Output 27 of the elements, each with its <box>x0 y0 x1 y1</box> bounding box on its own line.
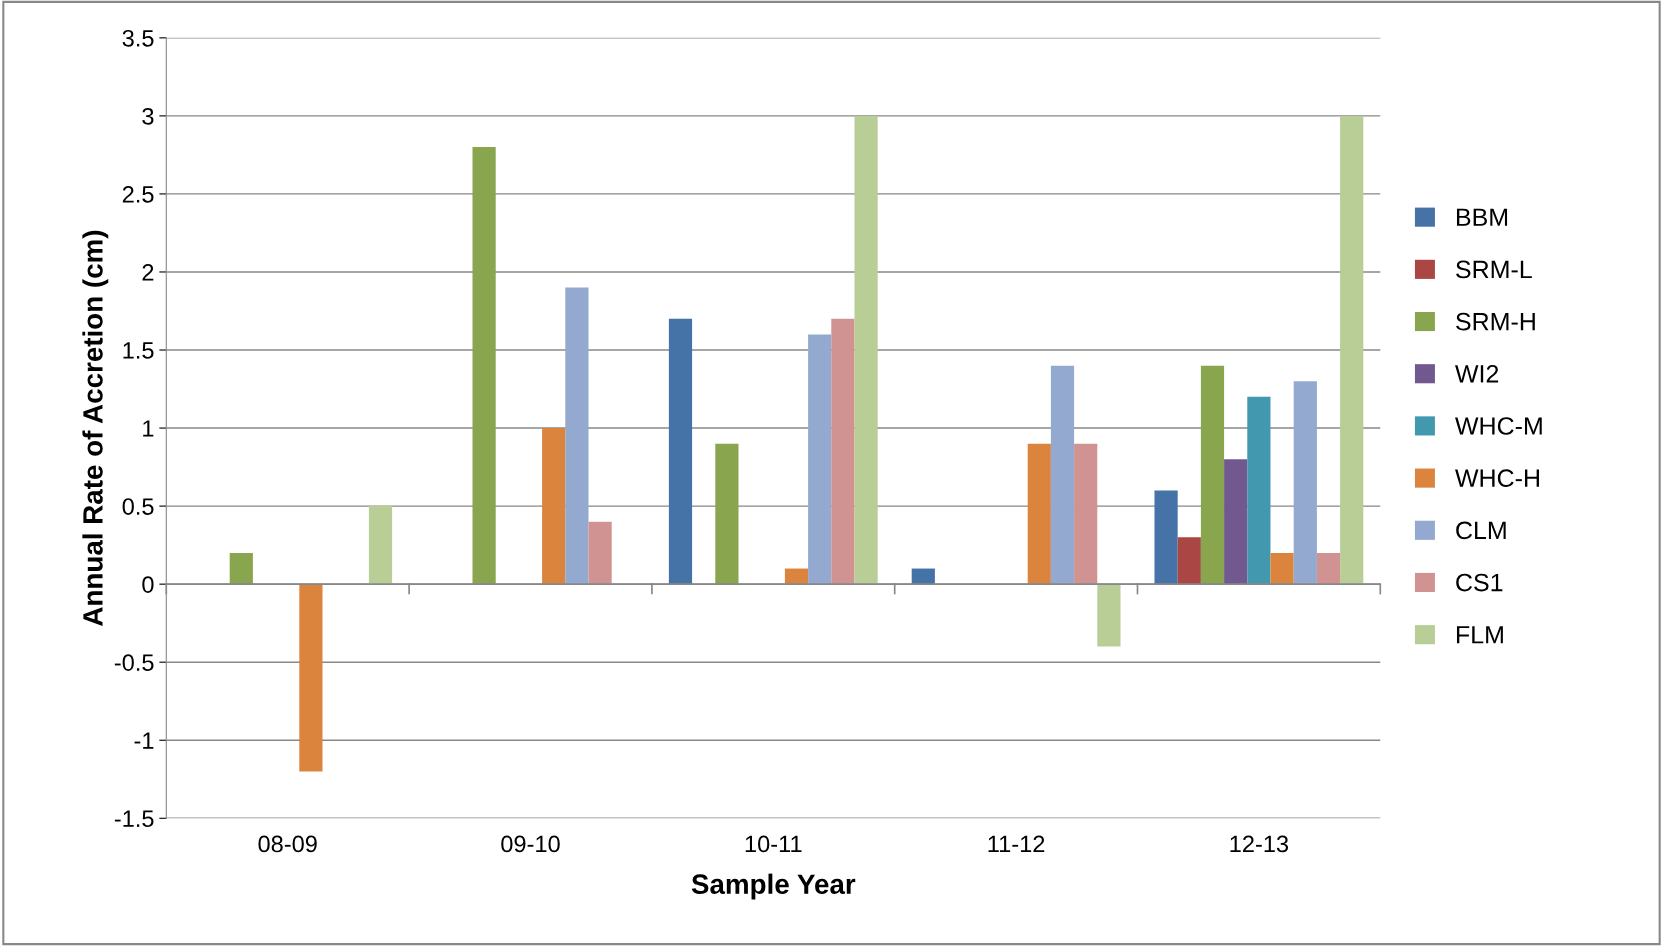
legend-label: SRM-L <box>1456 260 1532 279</box>
y-tick-label: 0 <box>142 576 154 593</box>
x-tick-label: 11-12 <box>988 835 1045 853</box>
y-tick-label: 1 <box>143 420 154 437</box>
legend-label: FLM <box>1456 626 1503 644</box>
y-tick-label: 0.5 <box>122 498 154 515</box>
y-tick-label: 3 <box>142 107 154 125</box>
legend-label: CLM <box>1456 521 1506 540</box>
x-tick-label: 12-13 <box>1230 835 1289 853</box>
legend-label: SRM-H <box>1456 312 1535 331</box>
x-axis-title: Sample Year <box>691 873 856 900</box>
legend-label: WI2 <box>1455 364 1499 383</box>
x-tick-label: 09-10 <box>501 835 560 853</box>
x-tick-label: 08-09 <box>258 835 317 853</box>
y-tick-label: 2.5 <box>122 186 154 203</box>
y-tick-label: -1.5 <box>114 810 154 828</box>
y-tick-label: 3.5 <box>122 29 154 47</box>
y-tick-label: 1.5 <box>123 342 154 359</box>
y-axis-title: Annual Rate of Accretion (cm) <box>82 230 109 626</box>
legend-label: WHC-M <box>1455 417 1542 435</box>
legend-label: BBM <box>1456 208 1508 226</box>
y-tick-label: 2 <box>142 264 154 281</box>
x-tick-label: 10-11 <box>745 835 802 853</box>
legend-label: CS1 <box>1456 573 1503 592</box>
legend-label: WHC-H <box>1455 469 1539 488</box>
y-tick-label: -1 <box>134 732 154 749</box>
y-tick-label: -0.5 <box>114 654 154 671</box>
